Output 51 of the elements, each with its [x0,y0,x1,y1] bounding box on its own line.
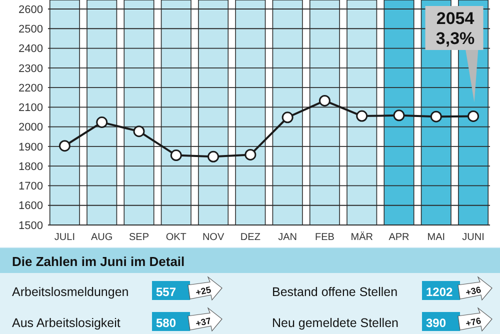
y-tick-label: 2200 [18,82,43,94]
text: Bestand offene Stellen [272,285,398,299]
y-tick-label: 2600 [18,4,43,16]
point [133,126,145,138]
point [208,150,220,162]
text: +37 [194,316,212,329]
point [468,110,480,122]
point [170,150,182,162]
y-tick-label: 2400 [18,43,43,56]
annotation: 3,3% [436,29,475,48]
y-tick-label: 2100 [18,102,43,114]
y-tick-label: 1500 [18,220,43,232]
x-tick-label: JAN [278,232,298,243]
x-tick-label: JULI [54,232,75,243]
x-tick-label: FEB [314,232,335,243]
x-tick-label: NOV [202,232,224,243]
text: Neu gemeldete Stellen [272,316,399,330]
x-tick-label: MÄR [350,231,373,243]
text: Arbeitslosmeldungen [12,285,129,299]
point [96,116,108,128]
point [282,112,294,124]
text: +36 [464,284,482,298]
point [318,94,330,106]
annotation: 2054 [436,9,475,28]
y-tick-label: 1800 [18,160,43,173]
y-tick-label: 2300 [18,62,43,75]
x-tick-label: APR [388,232,410,243]
y-tick-label: 2500 [18,23,43,36]
y-tick-label: 1600 [18,200,43,212]
point [244,148,256,160]
text: 1202 [426,285,454,299]
x-tick-label: SEP [128,232,150,243]
x-tick-label: OKT [166,232,186,243]
y-tick-label: 2000 [18,122,43,134]
x-tick-label: AUG [91,232,113,243]
text: +76 [464,316,482,329]
text: 390 [426,316,446,330]
point [58,140,70,152]
x-tick-label: DEZ [240,232,260,243]
y-tick-label: 1700 [18,180,43,193]
text: +25 [194,284,212,298]
text: Die Zahlen im Juni im Detail [12,254,185,269]
text: 557 [156,285,176,299]
point [430,110,442,122]
x-tick-label: MAI [427,232,446,243]
text: 580 [156,316,176,330]
point [393,110,405,122]
x-tick-label: JUNI [462,232,484,243]
y-tick-label: 1900 [18,141,43,154]
point [356,110,368,122]
text: Aus Arbeitslosigkeit [12,316,121,330]
